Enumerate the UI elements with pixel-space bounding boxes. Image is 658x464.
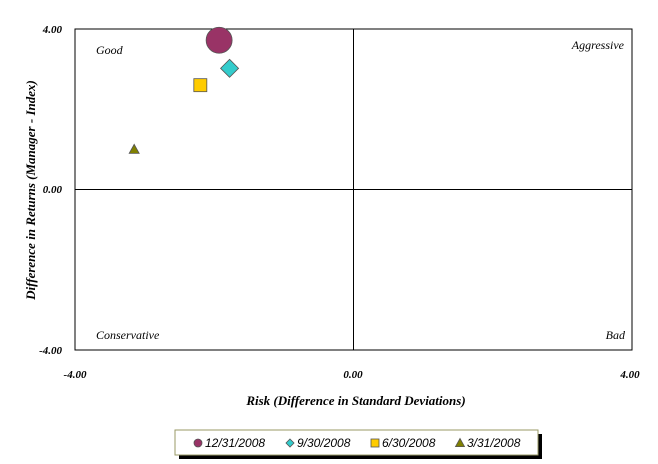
quadrant-label-good: Good xyxy=(96,43,124,57)
data-point-diamond xyxy=(220,58,240,78)
y-axis-label: Difference in Returns (Manager - Index) xyxy=(23,80,38,301)
data-point-square xyxy=(193,78,208,93)
legend-label: 6/30/2008 xyxy=(382,436,436,450)
quadrant-label-conservative: Conservative xyxy=(96,328,160,342)
x-tick-mid: 0.00 xyxy=(343,369,363,381)
y-tick-mid: 0.00 xyxy=(43,184,63,196)
y-tick-bottom: -4.00 xyxy=(39,345,62,357)
legend-box xyxy=(174,429,539,456)
y-tick-top: 4.00 xyxy=(42,24,63,36)
data-points xyxy=(128,26,240,154)
legend-marker-circle-icon xyxy=(193,438,203,448)
data-point-triangle xyxy=(128,143,140,154)
legend-label: 9/30/2008 xyxy=(297,436,351,450)
legend-label: 3/31/2008 xyxy=(467,436,521,450)
quadrant-label-bad: Bad xyxy=(606,328,626,342)
x-axis-label: Risk (Difference in Standard Deviations) xyxy=(245,393,465,408)
legend: 12/31/2008 9/30/2008 6/30/2008 3/31/2008 xyxy=(193,436,521,450)
data-point-circle xyxy=(205,26,233,54)
quadrant-label-aggressive: Aggressive xyxy=(571,38,625,52)
legend-marker-diamond-icon xyxy=(285,438,295,448)
legend-marker-square-icon xyxy=(370,438,380,448)
legend-marker-triangle-icon xyxy=(454,437,466,448)
x-tick-right: 4.00 xyxy=(619,369,640,381)
x-tick-left: -4.00 xyxy=(64,369,87,381)
legend-label: 12/31/2008 xyxy=(205,436,265,450)
